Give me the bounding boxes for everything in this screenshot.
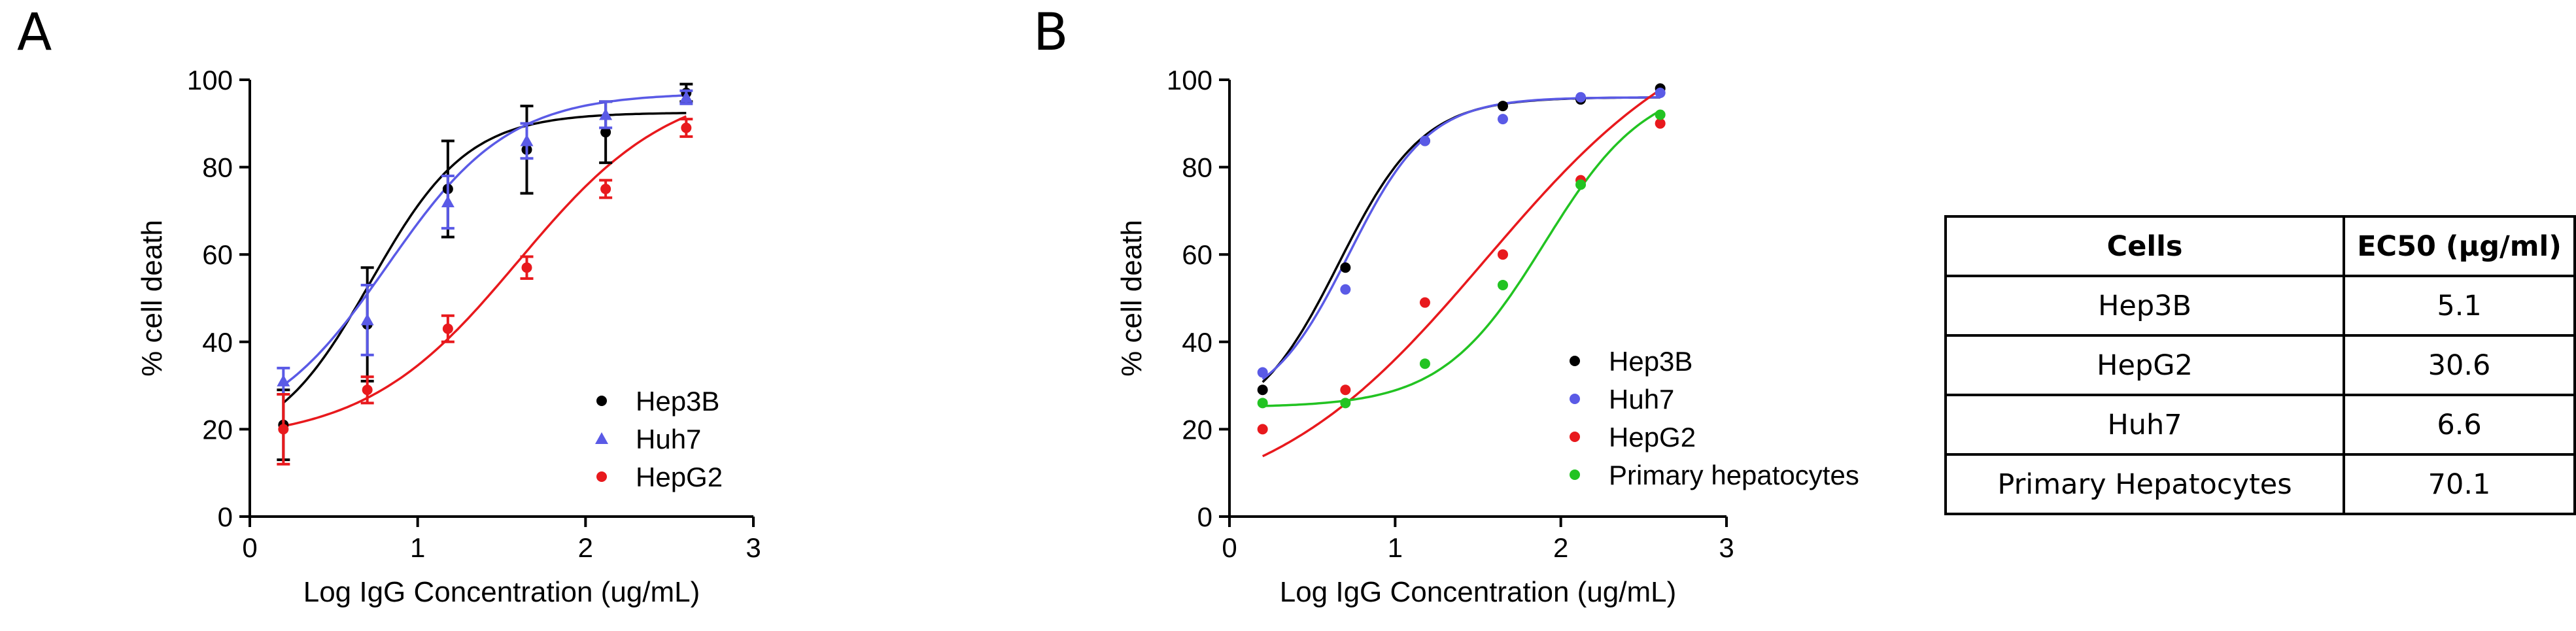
- x-axis-label: Log IgG Concentration (ug/mL): [1280, 576, 1677, 608]
- y-tick-label: 80: [1182, 152, 1212, 183]
- data-point-hepg2: [521, 262, 532, 273]
- y-tick-label: 100: [1167, 65, 1212, 95]
- y-tick-label: 20: [202, 414, 233, 445]
- y-tick-label: 0: [1197, 502, 1212, 532]
- table-cell-name: HepG2: [1944, 334, 2346, 396]
- legend-label-hep3b: Hep3B: [1609, 346, 1692, 377]
- data-point-hep3b: [1498, 101, 1508, 112]
- legend-marker-primary-hepatocytes: [1570, 469, 1580, 480]
- data-point-hepg2: [1655, 118, 1666, 129]
- chart-panel-a: 0 1 2 3 0 20 40 60 80 100 Log IgG Concentration (u…: [136, 65, 761, 608]
- chart-panel-b: 0 1 2 3 0 20 40 60 80 100 Log IgG Concentration (u…: [1116, 65, 1859, 608]
- legend-marker-huh7: [595, 432, 608, 444]
- x-tick-label: 1: [1388, 532, 1403, 563]
- x-tick-label: 0: [1222, 532, 1237, 563]
- x-axis-label: Log IgG Concentration (ug/mL): [303, 576, 700, 608]
- legend-marker-hepg2: [596, 471, 607, 482]
- legend-marker-hepg2: [1570, 432, 1580, 442]
- x-tick-label: 3: [1719, 532, 1734, 563]
- legend-label-hepg2: HepG2: [1609, 422, 1696, 452]
- table-cell-ec50: 70.1: [2343, 453, 2576, 515]
- data-point-hepg2: [1257, 424, 1268, 435]
- legend-label-huh7: Huh7: [1609, 384, 1674, 415]
- table-cell-name: Hep3B: [1944, 275, 2346, 337]
- data-point-huh7: [360, 313, 374, 326]
- data-point-primary-hepatocytes: [1498, 279, 1508, 290]
- x-tick-label: 2: [578, 532, 593, 563]
- data-point-primary-hepatocytes: [1655, 109, 1666, 120]
- data-point-huh7: [1340, 284, 1351, 295]
- table-cell-ec50: 6.6: [2343, 394, 2576, 456]
- data-point-huh7: [1257, 367, 1268, 378]
- table-cell-name: Huh7: [1944, 394, 2346, 456]
- legend-label-primary-hepatocytes: Primary hepatocytes: [1609, 460, 1859, 490]
- y-axis-label: % cell death: [136, 220, 168, 377]
- data-point-huh7: [1419, 135, 1430, 146]
- x-tick-label: 1: [410, 532, 425, 563]
- header-ec50: EC50 (μg/ml): [2343, 215, 2576, 277]
- y-tick-label: 40: [1182, 327, 1212, 358]
- y-tick-label: 0: [218, 502, 233, 532]
- table-row: Huh7 6.6: [1944, 394, 2576, 456]
- y-tick-label: 60: [1182, 239, 1212, 270]
- ec50-table: Cells EC50 (μg/ml) Hep3B 5.1 HepG2 30.6 …: [1944, 215, 2576, 515]
- curve-huh7: [283, 94, 687, 386]
- data-point-hepg2: [278, 424, 289, 435]
- legend-label-hepg2: HepG2: [636, 462, 723, 492]
- legend-label-hep3b: Hep3B: [636, 386, 719, 417]
- data-point-primary-hepatocytes: [1257, 398, 1268, 409]
- data-point-hep3b: [1340, 262, 1351, 273]
- curve-huh7: [1262, 96, 1660, 381]
- data-point-huh7: [1575, 92, 1587, 103]
- x-tick-label: 0: [242, 532, 257, 563]
- panel-b-letter: B: [1033, 3, 1069, 62]
- data-point-huh7: [441, 196, 455, 208]
- data-point-hep3b: [600, 127, 611, 138]
- legend-label-huh7: Huh7: [636, 424, 701, 454]
- data-point-huh7: [277, 374, 290, 386]
- x-tick-label: 3: [746, 532, 761, 563]
- y-tick-label: 40: [202, 327, 233, 358]
- data-point-hepg2: [1340, 384, 1351, 396]
- data-point-huh7: [1655, 88, 1666, 99]
- table-row: Hep3B 5.1: [1944, 275, 2576, 337]
- data-point-hepg2: [600, 184, 611, 194]
- y-tick-label: 60: [202, 239, 233, 270]
- table-row: Primary Hepatocytes 70.1: [1944, 453, 2576, 515]
- data-point-hepg2: [681, 122, 692, 133]
- data-point-hep3b: [1257, 384, 1268, 396]
- y-tick-label: 100: [187, 65, 233, 95]
- curve-hep3b: [1262, 96, 1660, 383]
- y-tick-label: 80: [202, 152, 233, 183]
- curve-hep3b: [283, 112, 687, 404]
- y-tick-label: 20: [1182, 414, 1212, 445]
- curve-hepg2: [283, 115, 687, 428]
- table-header-row: Cells EC50 (μg/ml): [1944, 215, 2576, 277]
- legend-marker-huh7: [1570, 394, 1580, 404]
- data-point-hepg2: [442, 323, 453, 334]
- data-point-hepg2: [1419, 297, 1430, 308]
- panel-a-letter: A: [17, 3, 52, 62]
- table-cell-ec50: 30.6: [2343, 334, 2576, 396]
- data-point-primary-hepatocytes: [1575, 179, 1587, 190]
- table-cell-ec50: 5.1: [2343, 275, 2576, 337]
- legend-marker-hep3b: [596, 396, 607, 406]
- data-point-primary-hepatocytes: [1340, 398, 1351, 409]
- data-point-hepg2: [362, 384, 373, 396]
- data-point-huh7: [679, 90, 693, 103]
- legend-marker-hep3b: [1570, 356, 1580, 366]
- header-cells: Cells: [1944, 215, 2346, 277]
- table-row: HepG2 30.6: [1944, 334, 2576, 396]
- data-point-primary-hepatocytes: [1419, 358, 1430, 369]
- x-tick-label: 2: [1553, 532, 1568, 563]
- data-point-huh7: [520, 134, 534, 146]
- data-point-hepg2: [1498, 249, 1508, 260]
- data-point-huh7: [1498, 114, 1508, 125]
- curve-primary-hepatocytes: [1262, 109, 1661, 407]
- y-axis-label: % cell death: [1116, 220, 1148, 377]
- curve-hepg2: [1262, 88, 1661, 458]
- data-point-huh7: [599, 108, 613, 120]
- table-cell-name: Primary Hepatocytes: [1944, 453, 2346, 515]
